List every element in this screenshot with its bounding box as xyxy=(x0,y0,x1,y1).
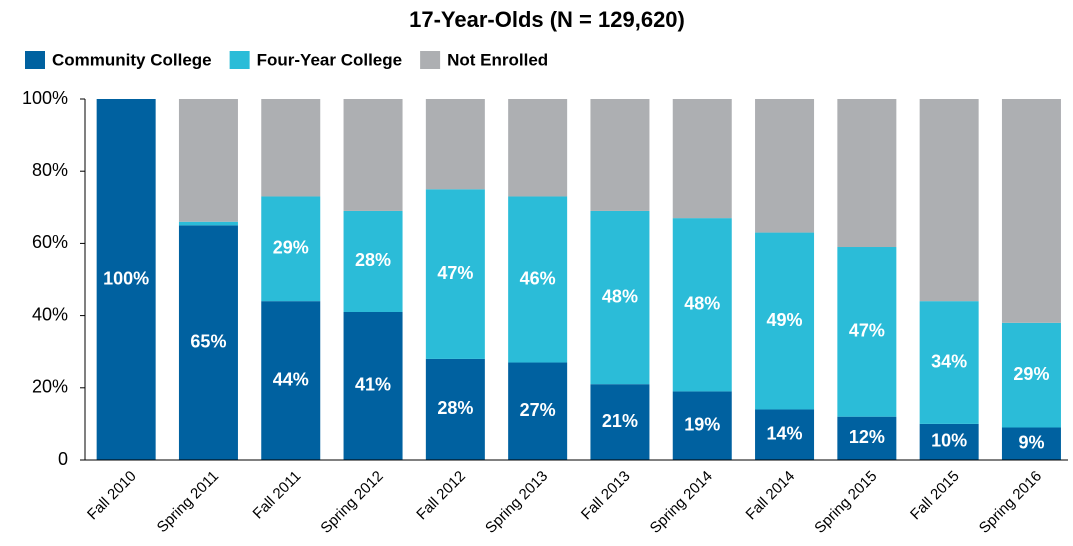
data-label: 27% xyxy=(520,400,556,420)
x-tick-label: Spring 2012 xyxy=(317,468,386,537)
legend-swatch xyxy=(229,51,250,69)
bar-segment xyxy=(425,99,485,190)
data-label: 29% xyxy=(273,238,309,258)
bar-segment xyxy=(1001,427,1061,460)
data-label: 48% xyxy=(602,286,638,306)
data-label: 34% xyxy=(931,351,967,371)
bar-segment xyxy=(261,99,321,197)
x-tick-label: Spring 2016 xyxy=(976,468,1045,537)
bar-segment xyxy=(919,99,979,302)
x-tick-label: Spring 2011 xyxy=(154,468,222,536)
bar-segment xyxy=(672,391,732,460)
data-label: 19% xyxy=(684,414,720,434)
bar-segment xyxy=(590,384,650,460)
x-tick-label: Spring 2015 xyxy=(811,468,880,537)
x-tick-label: Fall 2013 xyxy=(578,468,634,524)
bar-segment xyxy=(755,99,815,233)
x-tick-label: Fall 2011 xyxy=(250,468,305,523)
legend-label: Community College xyxy=(52,50,212,69)
data-label: 9% xyxy=(1018,433,1044,453)
x-tick-label: Spring 2014 xyxy=(647,468,716,537)
y-tick-label: 0 xyxy=(58,449,68,469)
data-label: 65% xyxy=(190,331,226,351)
x-tick-label: Spring 2013 xyxy=(482,468,551,537)
data-label: 44% xyxy=(273,369,309,389)
legend-swatch xyxy=(420,51,441,69)
x-tick-label: Fall 2015 xyxy=(907,468,963,524)
bar-segment xyxy=(343,99,403,211)
bar-segment xyxy=(96,99,156,460)
data-label: 49% xyxy=(767,310,803,330)
data-label: 28% xyxy=(355,250,391,270)
y-tick-label: 20% xyxy=(32,377,68,397)
legend-label: Not Enrolled xyxy=(447,50,548,69)
bar-segment xyxy=(178,221,238,226)
y-tick-label: 100% xyxy=(22,88,68,108)
bar-segment xyxy=(755,409,815,460)
data-label: 28% xyxy=(437,398,473,418)
bar-segment xyxy=(508,196,568,363)
bar-segment xyxy=(508,362,568,460)
bar-segment xyxy=(919,423,979,460)
data-label: 10% xyxy=(931,431,967,451)
bar-segment xyxy=(261,196,321,302)
bar-segment xyxy=(755,232,815,410)
chart-title: 17-Year-Olds (N = 129,620) xyxy=(409,7,685,32)
data-label: 21% xyxy=(602,411,638,431)
data-label: 47% xyxy=(437,263,473,283)
data-label: 12% xyxy=(849,427,885,447)
bar-segment xyxy=(837,247,897,417)
bar-segment xyxy=(590,99,650,211)
bar-segment xyxy=(837,99,897,248)
legend-swatch xyxy=(25,51,45,69)
data-label: 29% xyxy=(1013,364,1049,384)
y-tick-label: 60% xyxy=(32,232,68,252)
bar-segment xyxy=(590,210,650,385)
bar-segment xyxy=(425,189,485,359)
data-label: 100% xyxy=(103,268,149,288)
bar-segment xyxy=(1001,322,1061,428)
data-label: 14% xyxy=(767,423,803,443)
data-label: 47% xyxy=(849,321,885,341)
data-label: 46% xyxy=(520,268,556,288)
data-label: 41% xyxy=(355,375,391,395)
bar-segment xyxy=(425,358,485,460)
bar-segment xyxy=(1001,99,1061,323)
bar-segment xyxy=(672,218,732,392)
bar-segment xyxy=(672,99,732,219)
bar-segment xyxy=(261,301,321,460)
x-tick-label: Fall 2012 xyxy=(413,468,469,524)
x-tick-label: Fall 2010 xyxy=(84,468,140,524)
legend-label: Four-Year College xyxy=(257,50,402,69)
bar-segment xyxy=(508,99,568,197)
data-label: 48% xyxy=(684,294,720,314)
y-tick-label: 40% xyxy=(32,304,68,324)
y-tick-label: 80% xyxy=(32,160,68,180)
bar-segment xyxy=(919,301,979,424)
bar-segment xyxy=(178,225,238,460)
bar-segment xyxy=(178,99,238,222)
bar-segment xyxy=(343,311,403,460)
bar-segment xyxy=(343,210,403,312)
x-tick-label: Fall 2014 xyxy=(743,468,799,524)
bar-segment xyxy=(837,416,897,460)
